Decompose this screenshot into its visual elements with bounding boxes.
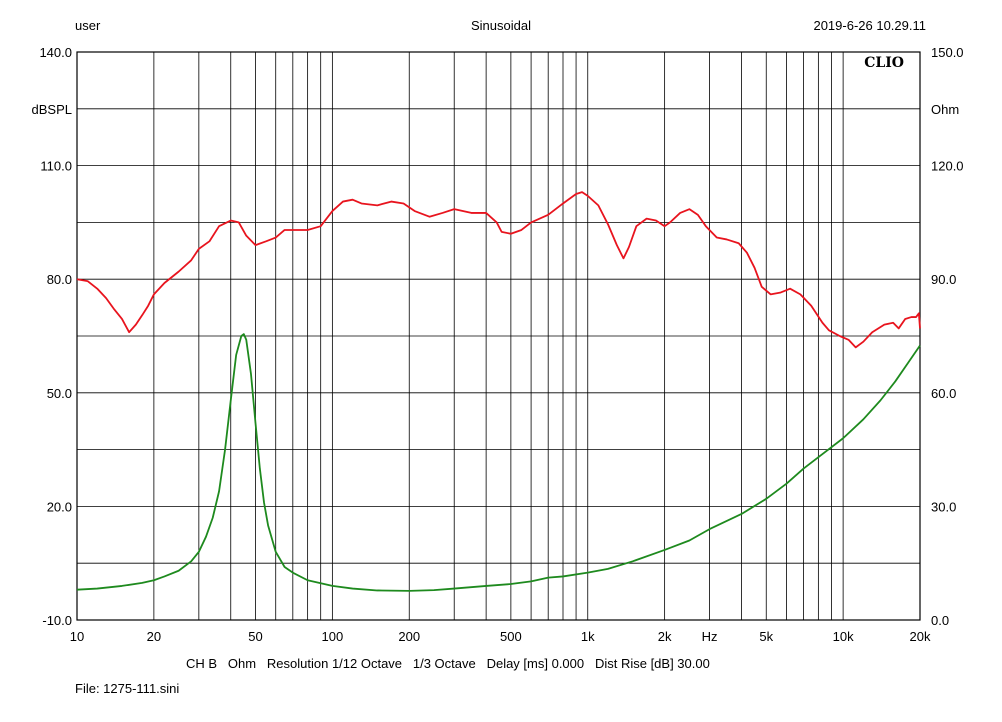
left-axis-label: dBSPL — [32, 102, 72, 117]
header-user-label: user — [75, 18, 101, 33]
x-tick-label: 1k — [581, 629, 595, 644]
x-tick-label: 5k — [759, 629, 773, 644]
impedance-curve — [76, 333, 921, 592]
spl-curve — [76, 191, 921, 349]
left-y-tick-label: 50.0 — [47, 386, 72, 401]
right-y-tick-label: 120.0 — [931, 159, 964, 174]
x-tick-label: 100 — [322, 629, 344, 644]
x-tick-label: 20k — [910, 629, 931, 644]
left-y-tick-label: 110.0 — [40, 159, 72, 174]
right-y-tick-label: 30.0 — [931, 499, 956, 514]
right-y-tick-label: 60.0 — [931, 386, 956, 401]
axis-labels: 10 20 50 100 200 500 1k 2k 5k 10k 20k Hz -10.0 20.0 50… — [32, 45, 964, 644]
clio-logo: CLIO — [864, 55, 904, 71]
x-tick-label: 2k — [658, 629, 672, 644]
footer-file-name: File: 1275-111.sini — [75, 681, 180, 696]
left-y-tick-label: 20.0 — [47, 499, 72, 514]
left-y-tick-label: 80.0 — [47, 272, 72, 287]
header-measurement-type: Sinusoidal — [471, 18, 531, 33]
x-axis-unit-label: Hz — [702, 629, 718, 644]
right-axis-label: Ohm — [931, 102, 959, 117]
right-y-tick-label: 0.0 — [931, 613, 949, 628]
x-tick-label: 500 — [500, 629, 522, 644]
x-tick-label: 200 — [398, 629, 420, 644]
left-y-tick-label: 140.0 — [39, 45, 72, 60]
x-tick-label: 50 — [248, 629, 262, 644]
grid-lines — [77, 52, 920, 620]
right-y-tick-label: 90.0 — [931, 272, 956, 287]
plot-frame — [76, 51, 921, 621]
left-y-tick-label: -10.0 — [42, 613, 72, 628]
header-timestamp: 2019-6-26 10.29.11 — [813, 18, 926, 33]
x-tick-label: 10 — [70, 629, 84, 644]
x-tick-label: 20 — [147, 629, 161, 644]
x-tick-label: 10k — [833, 629, 854, 644]
footer-settings: CH B Ohm Resolution 1/12 Octave 1/3 Octa… — [186, 656, 710, 671]
right-y-tick-label: 150.0 — [931, 45, 964, 60]
series-layer — [76, 191, 921, 592]
